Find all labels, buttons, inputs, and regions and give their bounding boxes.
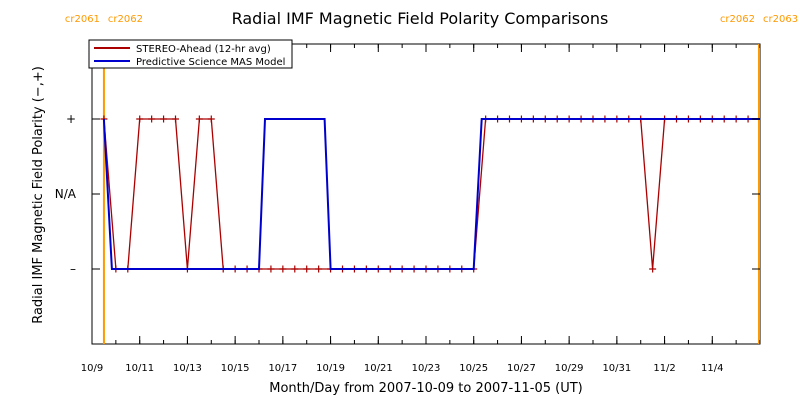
series-0-point-3 [136,115,144,123]
legend-entry-mas: Predictive Science MAS Model [136,57,285,68]
legend: STEREO-Ahead (12-hr avg) Predictive Scie… [88,39,293,69]
x-tick-label-2: 10/13 [173,363,202,374]
x-tick-label-9: 10/27 [507,363,536,374]
y-tick-label-0: + [66,112,76,126]
y-axis: + N/A – [55,112,760,276]
series-0-point-6 [172,115,179,123]
x-tick-label-6: 10/21 [364,363,393,374]
x-axis-label: Month/Day from 2007-10-09 to 2007-11-05 … [269,381,582,396]
x-tick-label-1: 10/11 [125,363,154,374]
carrington-label-left-0: cr2061 [65,14,100,25]
legend-entry-stereo: STEREO-Ahead (12-hr avg) [136,44,271,55]
series-0-point-4 [148,115,156,123]
series-0-point-18 [315,265,323,273]
carrington-label-right-1: cr2063 [763,14,798,25]
legend-box [88,39,293,69]
x-tick-label-3: 10/15 [221,363,250,374]
carrington-label-right-0: cr2062 [108,14,143,25]
y-tick-label-1: N/A [55,187,77,201]
chart-title: Radial IMF Magnetic Field Polarity Compa… [232,9,609,28]
x-tick-label-0: 10/9 [81,363,103,374]
y-axis-label: Radial IMF Magnetic Field Polarity (−,+) [31,66,46,324]
x-tick-label-11: 10/31 [602,363,631,374]
series-0-point-17 [303,265,311,273]
series-line-1 [102,118,760,270]
series-0 [100,115,752,273]
x-tick-label-4: 10/17 [268,363,297,374]
series-0-point-8 [195,115,203,123]
x-tick-label-10: 10/29 [555,363,584,374]
series-1 [102,118,760,270]
plot-area [91,43,761,345]
x-tick-label-7: 10/23 [412,363,441,374]
x-tick-label-13: 11/4 [701,363,723,374]
series-0-point-46 [649,265,657,273]
series-0-point-15 [279,265,287,273]
series-0-point-5 [160,115,168,123]
series-0-point-16 [291,265,299,273]
series-layer [100,115,760,273]
x-tick-label-8: 10/25 [459,363,488,374]
series-0-point-14 [267,265,275,273]
carrington-label-left-1: cr2062 [720,14,755,25]
series-line-0 [103,118,749,270]
y-tick-label-2: – [70,262,76,276]
plot-border [91,43,761,345]
x-tick-label-5: 10/19 [316,363,345,374]
x-tick-label-12: 11/2 [653,363,675,374]
series-0-point-9 [207,115,215,123]
